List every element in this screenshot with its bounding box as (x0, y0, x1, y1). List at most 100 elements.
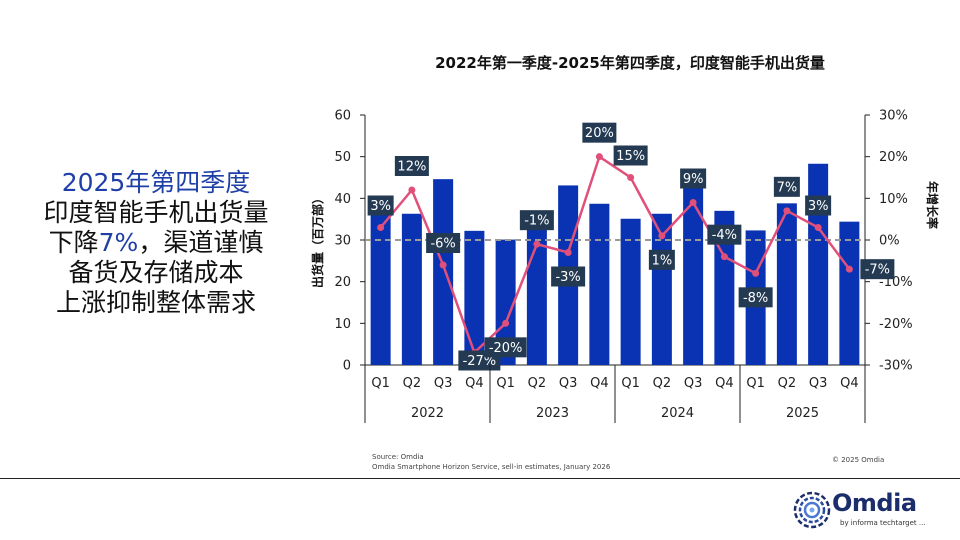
x-tick-label: Q1 (746, 376, 765, 391)
y-left-tick-label: 10 (334, 317, 351, 332)
yoy-growth-point (377, 224, 385, 231)
yoy-data-label: -7% (865, 263, 890, 278)
headline-line-1: 2025年第四季度 (61, 168, 251, 197)
yoy-growth-point (752, 269, 760, 277)
yoy-growth-point (689, 199, 697, 206)
x-tick-label: Q4 (715, 376, 734, 391)
x-tick-label: Q2 (528, 376, 547, 391)
year-label: 2024 (661, 406, 694, 421)
shipment-bar (464, 230, 485, 365)
x-tick-label: Q1 (371, 376, 390, 391)
y-right-tick-label: -30% (879, 359, 913, 374)
yoy-growth-point (439, 261, 447, 269)
shipment-bar (370, 206, 391, 365)
yoy-label-box (519, 210, 554, 231)
headline-line-3-post: ，渠道谨慎 (138, 228, 264, 257)
yoy-label-box (551, 266, 586, 287)
y-left-axis-title: 出货量（百万部） (310, 192, 325, 288)
yoy-growth-point (502, 319, 510, 327)
source-note: Source: Omdia Omdia Smartphone Horizon S… (372, 452, 610, 472)
source-line-1: Source: Omdia (372, 453, 424, 461)
yoy-data-label: 9% (683, 172, 704, 187)
yoy-data-label: 15% (616, 149, 645, 164)
y-right-tick-label: -20% (879, 317, 913, 332)
year-label: 2025 (786, 406, 819, 421)
headline: 2025年第四季度 印度智能手机出货量 下降7%，渠道谨慎 备货及存储成本 上涨… (20, 168, 292, 318)
x-tick-label: Q2 (403, 376, 422, 391)
yoy-label-box (426, 233, 461, 253)
x-tick-label: Q3 (559, 376, 578, 391)
shipment-bar (620, 218, 641, 365)
x-tick-label: Q2 (778, 376, 797, 391)
headline-line-4: 备货及存储成本 (68, 258, 244, 287)
yoy-label-box (484, 337, 527, 358)
shipment-bar (526, 216, 547, 365)
yoy-data-label: 12% (397, 160, 426, 175)
yoy-data-label: -27% (463, 354, 497, 369)
yoy-data-label: -20% (489, 341, 523, 356)
yoy-data-label: -1% (524, 214, 549, 229)
yoy-label-box (773, 176, 800, 197)
shipment-bar (401, 213, 422, 365)
shipment-bar (839, 221, 860, 365)
yoy-growth-point (783, 207, 791, 215)
source-line-2: Omdia Smartphone Horizon Service, sell-i… (372, 463, 611, 471)
shipment-bar (589, 203, 610, 365)
yoy-data-label: 3% (808, 199, 829, 214)
shipment-bar (776, 203, 797, 365)
x-tick-label: Q2 (653, 376, 672, 391)
headline-line-2: 印度智能手机出货量 (43, 198, 269, 227)
x-tick-label: Q4 (465, 376, 484, 391)
chart-title: 2022年第一季度-2025年第四季度，印度智能手机出货量 (435, 54, 825, 72)
headline-decline-pct: 7% (98, 228, 139, 257)
headline-line-3-pre: 下降 (48, 228, 99, 257)
footer-divider (0, 478, 960, 479)
x-tick-label: Q3 (809, 376, 828, 391)
x-tick-label: Q4 (590, 376, 609, 391)
headline-line-3: 下降7%，渠道谨慎 (20, 228, 292, 258)
yoy-growth-point (845, 265, 853, 273)
shipment-bar (495, 239, 516, 365)
yoy-data-label: 3% (370, 199, 391, 214)
shipment-bar (433, 179, 454, 365)
y-left-tick-label: 50 (334, 150, 351, 165)
yoy-data-label: -3% (555, 270, 580, 285)
yoy-growth-point (408, 186, 416, 194)
y-left-tick-label: 40 (334, 192, 351, 207)
yoy-growth-point (658, 232, 666, 240)
yoy-data-label: 20% (585, 126, 614, 141)
yoy-growth-point (595, 153, 603, 161)
headline-line-5: 上涨抑制整体需求 (55, 288, 256, 317)
yoy-growth-point (564, 249, 572, 256)
year-label: 2023 (536, 406, 569, 421)
yoy-label-box (613, 145, 648, 166)
yoy-label-box (582, 122, 617, 143)
yoy-data-label: -8% (743, 291, 768, 306)
y-left-tick-label: 60 (334, 109, 351, 124)
yoy-label-box (860, 259, 895, 280)
omdia-logo-tagline: by informa techtarget ... (840, 519, 926, 527)
yoy-growth-line (379, 154, 851, 355)
omdia-logo: Omdia by informa techtarget ... (792, 488, 942, 532)
x-tick-label: Q3 (684, 376, 703, 391)
y-left-tick-label: 30 (334, 234, 351, 249)
yoy-data-label: -6% (430, 237, 455, 252)
yoy-label-box (805, 195, 832, 216)
year-label: 2022 (411, 406, 444, 421)
y-left-tick-label: 0 (343, 359, 351, 374)
y-right-axis-title: 年增长率 (925, 181, 940, 229)
y-left-tick-label: 20 (334, 275, 351, 290)
y-right-tick-label: 30% (879, 109, 908, 124)
x-tick-label: Q1 (496, 376, 515, 391)
shipment-bar (808, 163, 829, 365)
x-tick-label: Q3 (434, 376, 453, 391)
yoy-data-label: -4% (712, 228, 737, 243)
yoy-label-box (394, 156, 429, 176)
y-right-tick-label: 10% (879, 192, 908, 207)
y-right-tick-label: 0% (879, 234, 900, 249)
copyright: © 2025 Omdia (832, 456, 885, 464)
shipment-bar (683, 170, 704, 365)
yoy-data-label: 7% (777, 180, 798, 195)
yoy-growth-point (533, 240, 541, 248)
